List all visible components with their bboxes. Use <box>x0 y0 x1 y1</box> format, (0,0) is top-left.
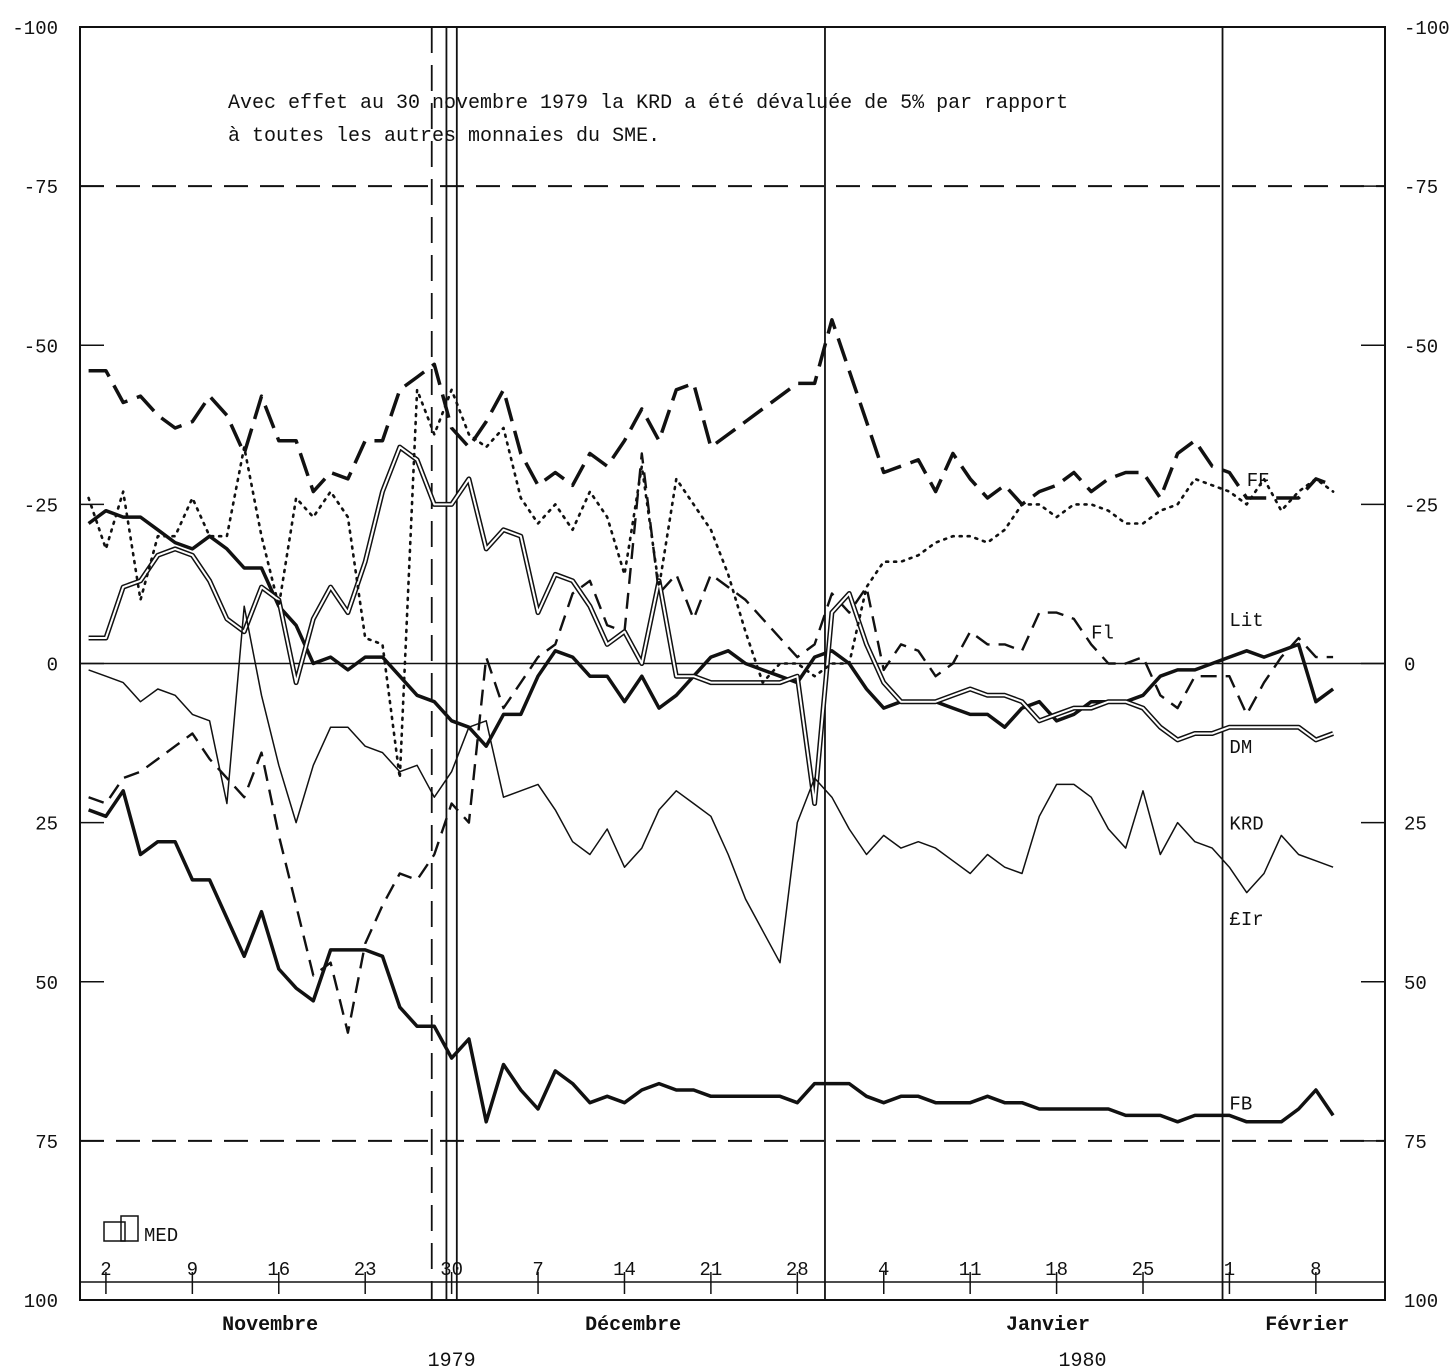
x-day-label: 28 <box>786 1259 809 1281</box>
y-tick-label-right: 100 <box>1404 1291 1438 1313</box>
y-tick-label-right: -25 <box>1404 495 1438 517</box>
series-line <box>87 388 1335 780</box>
month-label: Novembre <box>222 1314 318 1337</box>
y-tick-label-left: 75 <box>35 1132 58 1154</box>
series-krd <box>87 388 1335 780</box>
x-day-label: 7 <box>532 1259 543 1281</box>
y-tick-label-right: -75 <box>1404 177 1438 199</box>
x-day-label: 4 <box>878 1259 889 1281</box>
y-tick-label-left: 0 <box>47 655 58 677</box>
logo-box-left <box>103 1221 126 1242</box>
y-tick-label-left: -50 <box>24 336 58 358</box>
month-label: Décembre <box>585 1314 681 1337</box>
series-ir <box>88 605 1334 964</box>
x-day-label: 14 <box>613 1259 636 1281</box>
series-label: DM <box>1229 737 1252 759</box>
y-tick-label-left: -25 <box>24 495 58 517</box>
series-line <box>88 605 1334 964</box>
annotation: Avec effet au 30 novembre 1979 la KRD a … <box>228 92 1068 148</box>
series-label: Lit <box>1229 610 1263 632</box>
series-label: FB <box>1229 1094 1252 1116</box>
series-fl <box>88 452 1334 1034</box>
series-ff <box>88 318 1334 507</box>
y-tick-label-right: 50 <box>1404 973 1427 995</box>
series-fb <box>87 789 1335 1124</box>
series-label: FF <box>1247 470 1270 492</box>
x-day-label: 8 <box>1310 1259 1321 1281</box>
y-tick-label-right: -100 <box>1404 18 1450 40</box>
logo-text: MED <box>144 1225 178 1247</box>
x-day-label: 9 <box>187 1259 198 1281</box>
y-tick-label-left: -75 <box>24 177 58 199</box>
y-tick-label-left: 50 <box>35 973 58 995</box>
series-line <box>88 446 1334 805</box>
month-label: Février <box>1265 1314 1349 1337</box>
x-day-label: 16 <box>267 1259 290 1281</box>
series-line <box>87 789 1335 1124</box>
y-tick-label-left: -100 <box>12 18 58 40</box>
y-tick-label-left: 100 <box>24 1291 58 1313</box>
series-labels: FF Fl Lit DM KRD £Ir FB <box>1091 470 1269 1116</box>
y-tick-label-right: 0 <box>1404 655 1415 677</box>
y-tick-label-right: 25 <box>1404 814 1427 836</box>
x-day-label: 1 <box>1224 1259 1235 1281</box>
series-line <box>88 452 1334 1034</box>
x-day-label: 25 <box>1132 1259 1155 1281</box>
series-dm <box>88 444 1334 806</box>
x-day-label: 23 <box>354 1259 377 1281</box>
logo-box-right <box>120 1215 139 1242</box>
x-day-label: 18 <box>1045 1259 1068 1281</box>
series-label: £Ir <box>1229 909 1263 931</box>
series-label: KRD <box>1229 814 1263 836</box>
y-tick-label-right: 75 <box>1404 1132 1427 1154</box>
y-tick-label-right: -50 <box>1404 336 1438 358</box>
y-tick-label-left: 25 <box>35 814 58 836</box>
y-axis-left: -100 -75 -50 -25 0 25 50 75 100 <box>12 18 104 1313</box>
year-label: 1980 <box>1059 1350 1107 1371</box>
annotation-line-1: Avec effet au 30 novembre 1979 la KRD a … <box>228 92 1068 115</box>
bis-logo: MED <box>103 1215 178 1247</box>
y-axis-right: -100 -75 -50 -25 0 25 50 75 100 <box>1361 18 1450 1313</box>
x-day-label: 11 <box>959 1259 982 1281</box>
series-lines <box>87 318 1335 1124</box>
annotation-line-2: à toutes les autres monnaies du SME. <box>228 125 660 148</box>
x-day-label: 2 <box>100 1259 111 1281</box>
x-day-label: 30 <box>440 1259 463 1281</box>
month-label: Janvier <box>1006 1314 1090 1337</box>
x-day-label: 21 <box>699 1259 722 1281</box>
series-label: Fl <box>1091 623 1114 645</box>
reference-lines <box>80 27 1385 1300</box>
year-label: 1979 <box>428 1350 476 1371</box>
series-line <box>88 318 1334 507</box>
